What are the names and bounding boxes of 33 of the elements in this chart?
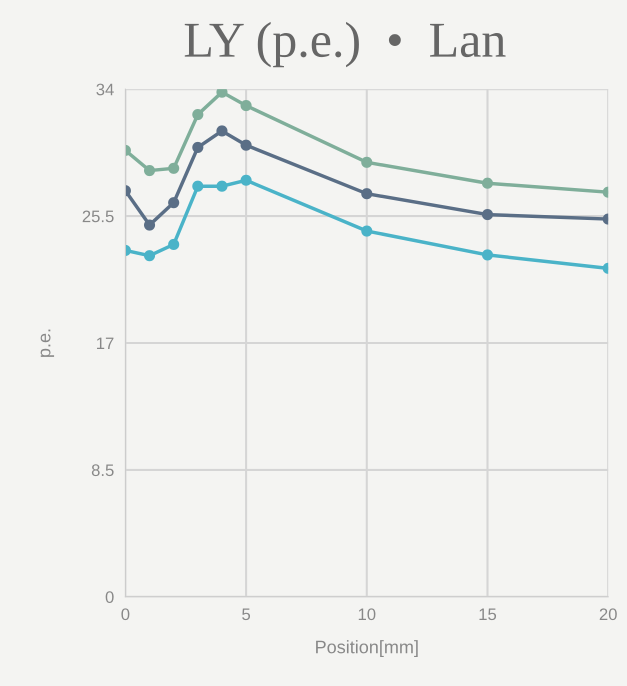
point <box>240 174 252 186</box>
y-axis-title: p.e. <box>40 330 54 357</box>
x-axis-title: Position[mm] <box>316 640 418 657</box>
point <box>216 125 228 137</box>
x-tick-label: 20 <box>600 608 617 620</box>
point <box>192 142 204 153</box>
point <box>192 180 204 192</box>
point <box>144 164 156 176</box>
y-tick-label: 34 <box>96 84 114 96</box>
x-tick-label: 5 <box>242 608 250 620</box>
x-tick-label: 15 <box>479 608 496 620</box>
x-tick-label: 0 <box>121 608 130 620</box>
point <box>361 225 372 237</box>
y-tick-label: 17 <box>97 338 114 350</box>
point <box>482 209 494 220</box>
y-tick-label: 0 <box>106 591 114 604</box>
point <box>168 238 180 250</box>
y-tick-label: 25.5 <box>82 210 114 222</box>
point <box>361 188 372 200</box>
point <box>240 100 252 112</box>
point <box>168 197 180 208</box>
x-tick-label: 10 <box>358 608 376 620</box>
y-tick-label: 8.5 <box>92 464 114 476</box>
chart-title: LY (p.e.) • Lan <box>184 22 506 68</box>
point <box>361 156 372 168</box>
point <box>144 250 156 262</box>
point <box>192 109 204 120</box>
point <box>240 140 252 151</box>
point <box>482 249 494 260</box>
point <box>168 162 180 174</box>
point <box>216 180 228 192</box>
point <box>144 219 156 231</box>
point <box>482 178 494 189</box>
